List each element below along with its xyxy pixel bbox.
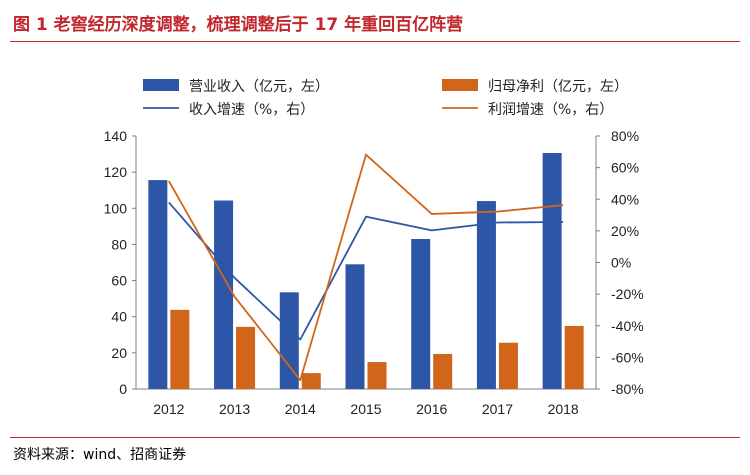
tick-labels: 0 20 40 60 80 100 120 140 -80% -60% -40% -20% 0% 20% 4… xyxy=(104,128,644,417)
revenue-bar xyxy=(214,200,234,389)
revenue-bar xyxy=(279,292,299,389)
left-tick-label: 120 xyxy=(104,164,128,180)
title-rule xyxy=(10,41,740,42)
left-tick-label: 80 xyxy=(111,236,127,252)
x-tick-label: 2016 xyxy=(416,401,447,417)
x-tick-label: 2012 xyxy=(153,401,184,417)
right-tick-label: 60% xyxy=(611,160,639,176)
legend: 营业收入（亿元，左） 归母净利（亿元，左） 收入增速（%，右） 利润增速（%，右） xyxy=(143,78,628,118)
right-tick-label: -60% xyxy=(611,349,644,365)
right-tick-label: -20% xyxy=(611,286,644,302)
source-rule xyxy=(10,437,740,438)
growth-lines xyxy=(168,153,564,382)
legend-label: 利润增速（%，右） xyxy=(488,102,613,118)
legend-label: 归母净利（亿元，左） xyxy=(488,78,628,95)
revenue-bar xyxy=(542,152,562,389)
legend-swatch-bar xyxy=(442,79,478,91)
left-tick-label: 40 xyxy=(111,309,127,325)
x-tick-label: 2017 xyxy=(482,401,513,417)
left-tick-label: 140 xyxy=(104,128,128,144)
legend-label: 营业收入（亿元，左） xyxy=(189,79,329,95)
left-tick-label: 0 xyxy=(119,381,127,397)
revenue-bar xyxy=(148,180,168,389)
revenue-bar xyxy=(411,239,431,389)
axes xyxy=(132,135,600,390)
right-tick-label: -80% xyxy=(611,381,644,397)
profit-bar xyxy=(564,325,584,389)
x-tick-label: 2015 xyxy=(350,401,381,417)
profit-bar xyxy=(301,373,321,389)
right-tick-label: 20% xyxy=(611,223,639,239)
profit-bar xyxy=(433,353,453,389)
right-tick-label: 0% xyxy=(611,255,631,271)
x-tick-label: 2018 xyxy=(548,401,579,417)
left-tick-label: 60 xyxy=(111,273,127,289)
profit-bar xyxy=(170,309,190,389)
left-tick-label: 20 xyxy=(111,345,127,361)
x-tick-label: 2014 xyxy=(285,401,316,417)
left-tick-label: 100 xyxy=(104,200,128,216)
revenue-bar xyxy=(476,201,496,389)
revenue-growth-line xyxy=(168,201,564,341)
legend-swatch-bar xyxy=(143,79,179,91)
source-note: 资料来源：wind、招商证券 xyxy=(13,447,187,463)
bars xyxy=(148,152,584,389)
profit-growth-line xyxy=(168,153,564,382)
legend-label: 收入增速（%，右） xyxy=(189,102,314,118)
profit-bar xyxy=(498,342,518,389)
profit-bar xyxy=(236,326,256,389)
figure-title: 图 1 老窖经历深度调整，梳理调整后于 17 年重回百亿阵营 xyxy=(13,15,464,35)
right-tick-label: -40% xyxy=(611,318,644,334)
profit-bar xyxy=(367,362,387,389)
right-tick-label: 80% xyxy=(611,128,639,144)
revenue-bar xyxy=(345,264,365,389)
right-tick-label: 40% xyxy=(611,191,639,207)
x-tick-label: 2013 xyxy=(219,401,250,417)
